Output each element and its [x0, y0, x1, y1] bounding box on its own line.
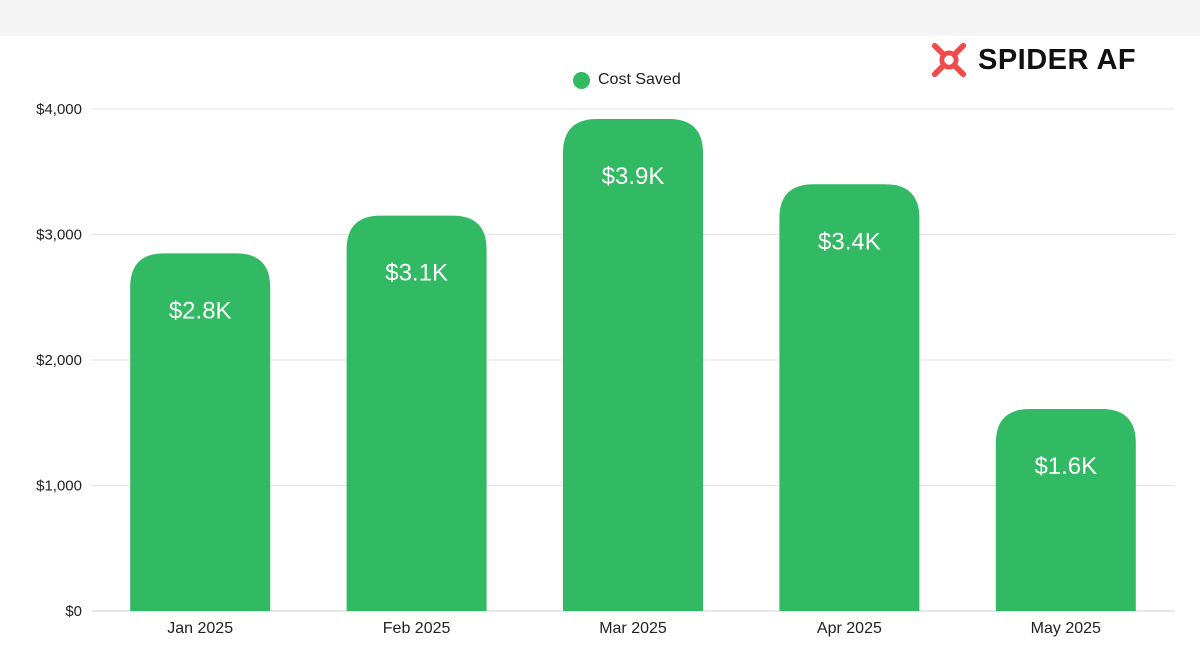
bar: [995, 408, 1136, 611]
legend-swatch-cost-saved: [573, 71, 590, 89]
y-tick-label: $4,000: [36, 101, 82, 118]
spider-af-logo-icon: [931, 42, 967, 78]
y-tick-label: $1,000: [36, 478, 82, 495]
x-tick-label: Feb 2025: [383, 620, 451, 637]
x-tick-label: May 2025: [1031, 620, 1101, 637]
bar: [779, 184, 920, 612]
bar-value-label: $3.9K: [602, 163, 665, 190]
y-tick-label: $3,000: [36, 227, 82, 244]
bar: [130, 253, 271, 611]
y-tick-label: $0: [65, 603, 82, 620]
brand-name: SPIDER AF: [978, 43, 1137, 76]
bar: [563, 119, 703, 611]
x-tick-label: Mar 2025: [599, 620, 667, 637]
top-band: [0, 0, 1200, 36]
brand-logo: SPIDER AF: [930, 40, 1136, 80]
y-tick-label: $2,000: [36, 352, 82, 369]
bar-value-label: $3.4K: [818, 228, 881, 255]
bar-value-label: $3.1K: [385, 260, 448, 287]
bar: [346, 215, 487, 612]
x-tick-label: Jan 2025: [167, 620, 233, 637]
bar-value-label: $2.8K: [169, 297, 232, 324]
bar-value-label: $1.6K: [1034, 453, 1097, 480]
chart-legend: Cost Saved: [573, 69, 681, 91]
x-tick-label: Apr 2025: [817, 620, 882, 637]
legend-label-cost-saved: Cost Saved: [598, 71, 681, 88]
